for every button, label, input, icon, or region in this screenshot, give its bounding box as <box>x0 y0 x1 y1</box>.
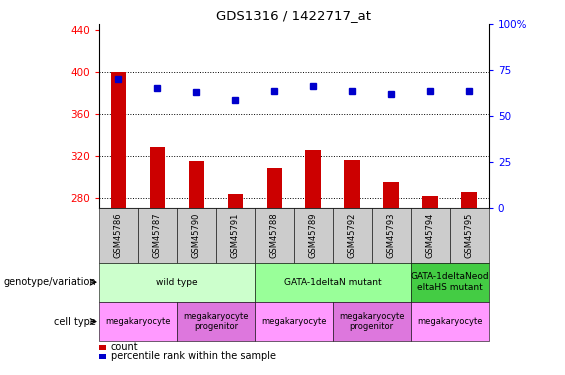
Text: megakaryocyte: megakaryocyte <box>105 317 171 326</box>
Text: GSM45793: GSM45793 <box>387 213 396 258</box>
Text: GSM45789: GSM45789 <box>309 213 318 258</box>
Bar <box>267 168 282 208</box>
Text: percentile rank within the sample: percentile rank within the sample <box>111 351 276 361</box>
Text: GSM45786: GSM45786 <box>114 213 123 258</box>
Text: genotype/variation: genotype/variation <box>3 277 96 287</box>
Bar <box>228 195 243 208</box>
Text: GATA-1deltaN mutant: GATA-1deltaN mutant <box>284 278 381 286</box>
Text: megakaryocyte
progenitor: megakaryocyte progenitor <box>339 312 405 331</box>
Bar <box>111 72 126 208</box>
Text: GSM45794: GSM45794 <box>426 213 434 258</box>
Bar <box>306 150 321 208</box>
Text: GSM45791: GSM45791 <box>231 213 240 258</box>
Text: GSM45788: GSM45788 <box>270 213 279 258</box>
Text: GSM45795: GSM45795 <box>465 213 473 258</box>
Text: wild type: wild type <box>156 278 198 286</box>
Text: megakaryocyte
progenitor: megakaryocyte progenitor <box>183 312 249 331</box>
Text: megakaryocyte: megakaryocyte <box>261 317 327 326</box>
Text: megakaryocyte: megakaryocyte <box>417 317 483 326</box>
Text: cell type: cell type <box>54 316 96 327</box>
Bar <box>345 160 360 208</box>
Text: GATA-1deltaNeod
eltaHS mutant: GATA-1deltaNeod eltaHS mutant <box>410 273 489 292</box>
Bar <box>150 147 165 208</box>
Text: GSM45790: GSM45790 <box>192 213 201 258</box>
Text: GSM45792: GSM45792 <box>348 213 357 258</box>
Text: GSM45787: GSM45787 <box>153 213 162 258</box>
Bar <box>384 182 399 208</box>
Bar <box>189 161 204 208</box>
Text: count: count <box>111 342 138 352</box>
Bar <box>423 195 438 208</box>
Title: GDS1316 / 1422717_at: GDS1316 / 1422717_at <box>216 9 371 22</box>
Bar <box>462 192 477 208</box>
